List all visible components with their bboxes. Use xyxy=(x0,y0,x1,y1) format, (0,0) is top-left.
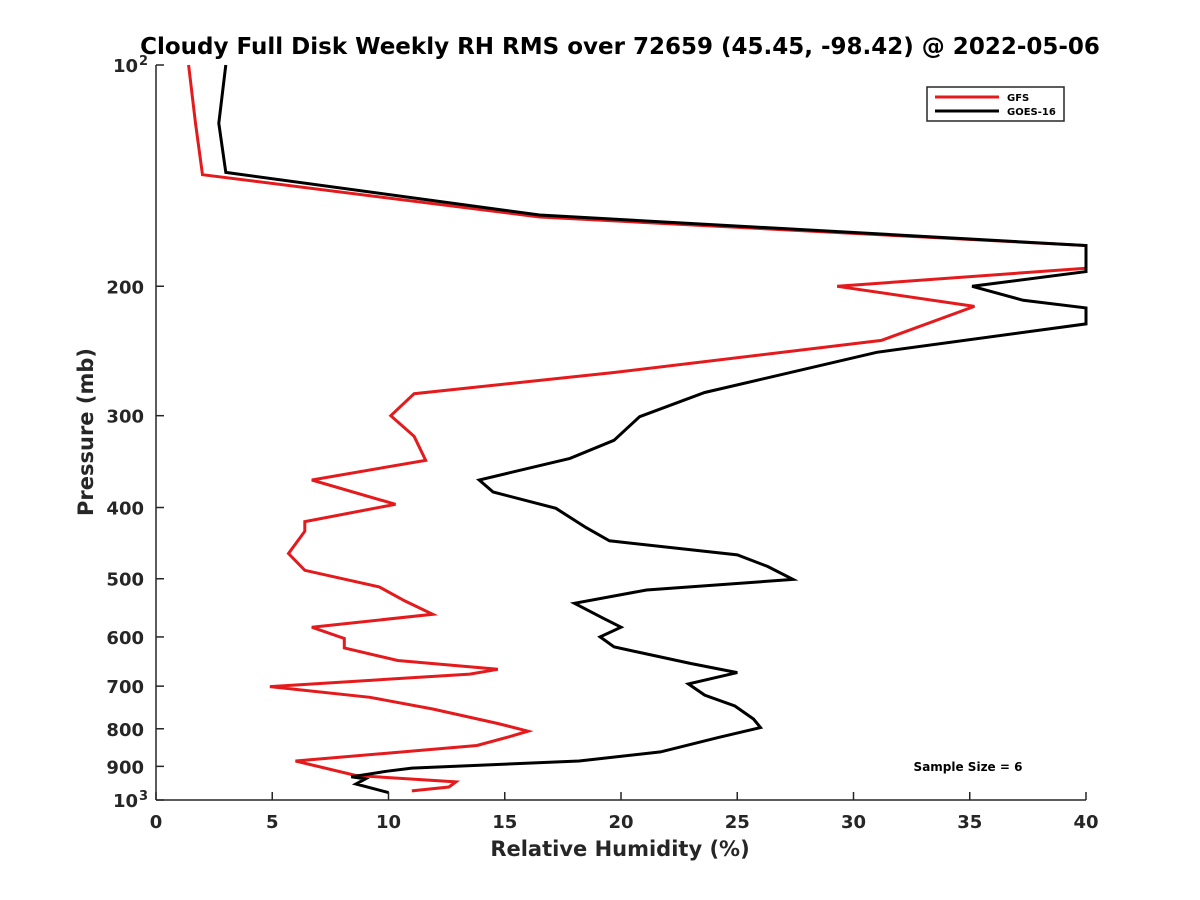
x-tick-label: 10 xyxy=(376,812,401,833)
y-tick-exponent: 2 xyxy=(139,54,148,69)
x-tick-label: 15 xyxy=(492,812,517,833)
series-line-goes-16 xyxy=(217,64,1088,795)
x-axis-label: Relative Humidity (%) xyxy=(490,837,749,861)
x-tick-label: 35 xyxy=(957,812,982,833)
y-tick-label: 900 xyxy=(106,757,144,778)
x-tick-label: 0 xyxy=(150,812,163,833)
y-tick-label: 400 xyxy=(106,499,144,520)
y-tick-label: 200 xyxy=(106,277,144,298)
y-tick-exponent: 3 xyxy=(139,789,148,804)
y-tick-label: 10 xyxy=(113,791,138,812)
legend-label-gfs: GFS xyxy=(1007,93,1029,104)
sample-size-annotation: Sample Size = 6 xyxy=(914,760,1023,774)
y-tick-label: 500 xyxy=(106,570,144,591)
series-line-gfs xyxy=(187,64,1088,793)
y-tick-label: 300 xyxy=(106,407,144,428)
legend-box xyxy=(926,86,1065,122)
legend-label-goes-16: GOES-16 xyxy=(1007,107,1056,118)
legend: GFS GOES-16 xyxy=(926,86,1065,122)
y-tick-label: 800 xyxy=(106,720,144,741)
chart-title: Cloudy Full Disk Weekly RH RMS over 7265… xyxy=(140,34,1100,60)
x-tick-label: 5 xyxy=(266,812,279,833)
y-tick-label: 10 xyxy=(113,56,138,77)
x-tick-label: 20 xyxy=(608,812,633,833)
x-tick-label: 30 xyxy=(841,812,866,833)
y-tick-label: 600 xyxy=(106,628,144,649)
y-axis-label: Pressure (mb) xyxy=(74,348,98,516)
x-tick-label: 25 xyxy=(725,812,750,833)
y-tick-label: 700 xyxy=(106,677,144,698)
x-tick-label: 40 xyxy=(1073,812,1098,833)
